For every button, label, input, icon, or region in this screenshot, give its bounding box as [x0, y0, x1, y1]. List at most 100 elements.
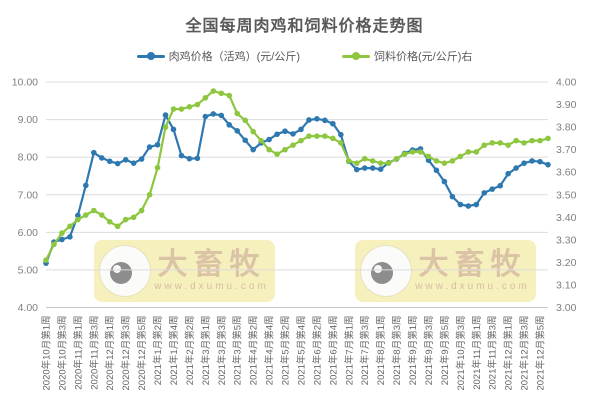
x-axis-tick-label: 2021年7月第1周	[343, 316, 355, 386]
series-point	[306, 133, 312, 139]
series-point	[67, 234, 73, 240]
x-axis-tick-label: 2021年1月第4周	[168, 316, 180, 386]
watermark-left: 大畜牧 www.dxumu.com	[94, 240, 275, 302]
series-point	[274, 151, 280, 157]
x-axis-tick-label: 2021年9月第3周	[423, 316, 435, 386]
series-point	[489, 186, 496, 192]
series-point	[194, 101, 201, 108]
series-point	[226, 122, 233, 128]
series-point	[106, 158, 113, 165]
eye-glint	[374, 265, 382, 273]
series-point	[210, 88, 217, 94]
series-point	[43, 257, 49, 263]
series-point	[529, 158, 535, 164]
x-axis-tick-label: 2021年7月第3周	[359, 316, 371, 386]
series-point	[186, 155, 193, 162]
legend-label-chicken-price: 肉鸡价格（活鸡）(元/公斤)	[168, 51, 300, 63]
series-point	[178, 106, 185, 112]
series-point	[314, 116, 320, 122]
series-point	[425, 153, 432, 160]
series-point	[322, 133, 328, 139]
series-point	[505, 170, 511, 177]
legend-label-feed-price: 饲料价格(元/公斤)右	[374, 51, 473, 63]
series-point	[178, 152, 185, 159]
y-axis-right-tick-label: 3.50	[556, 189, 577, 201]
series-point	[106, 219, 113, 225]
series-point	[202, 94, 209, 101]
x-axis-tick-label: 2021年6月第2周	[311, 316, 323, 386]
series-point	[537, 158, 543, 165]
y-axis-left-tick-label: 4.00	[18, 302, 39, 314]
x-axis-tick-label: 2021年8月第3周	[391, 316, 403, 386]
series-point	[146, 144, 153, 150]
series-point	[130, 214, 137, 221]
x-axis-tick-label: 2021年3月第3周	[216, 316, 228, 386]
y-axis-right-tick-label: 3.40	[556, 212, 577, 224]
eye-glint	[113, 265, 121, 273]
watermark-url-text: www.dxumu.com	[415, 281, 530, 292]
x-axis-tick-label: 2021年3月第5周	[232, 316, 244, 386]
series-point	[194, 155, 201, 162]
series-point	[226, 92, 233, 99]
series-point	[529, 137, 535, 144]
series-point	[282, 128, 288, 135]
y-axis-right-tick-label: 3.10	[556, 279, 577, 291]
series-point	[353, 166, 360, 173]
series-point	[481, 142, 488, 148]
series-point	[521, 160, 527, 166]
series-point	[457, 153, 464, 160]
series-point	[322, 117, 328, 124]
x-axis-tick-label: 2021年2月第2周	[184, 316, 196, 386]
series-point	[218, 90, 225, 97]
series-point	[353, 160, 360, 166]
series-point	[98, 155, 105, 161]
watermark-brand-text: 大畜牧	[418, 248, 527, 281]
series-point	[266, 136, 272, 143]
y-axis-right-tick-label: 4.00	[556, 77, 577, 89]
series-point	[393, 155, 400, 162]
series-point	[138, 156, 145, 162]
x-axis-tick-label: 2021年3月第1周	[200, 316, 212, 386]
series-line-0	[44, 112, 550, 265]
series-point	[513, 137, 519, 144]
legend-item-feed-price[interactable]: 饲料价格(元/公斤)右	[342, 48, 472, 64]
x-axis-tick-label: 2021年5月第4周	[295, 316, 307, 386]
legend-line-marker-blue-icon	[136, 52, 165, 60]
watermark-right: 大畜牧 www.dxumu.com	[355, 240, 536, 302]
series-point	[330, 135, 336, 142]
x-axis-tick-label: 2021年1月第2周	[152, 316, 164, 386]
y-axis-right-tick-label: 3.80	[556, 122, 577, 134]
series-point	[67, 223, 73, 230]
series-point	[130, 160, 137, 166]
series-point	[91, 207, 97, 214]
series-point	[545, 135, 551, 142]
x-axis-tick-label: 2021年12月第5周	[535, 316, 547, 391]
series-point	[218, 112, 225, 119]
series-point	[465, 203, 472, 209]
y-axis-left-tick-label: 9.00	[18, 114, 39, 126]
series-point	[417, 149, 424, 155]
series-point	[170, 106, 177, 112]
y-axis-left-tick-label: 7.00	[18, 189, 39, 201]
x-axis-tick-label: 2021年8月第1周	[375, 316, 387, 386]
legend-item-chicken-price[interactable]: 肉鸡价格（活鸡）(元/公斤)	[136, 48, 300, 64]
series-point	[258, 137, 264, 144]
series-point	[497, 140, 503, 146]
series-point	[345, 158, 352, 164]
series-point	[250, 128, 256, 135]
x-axis-tick-label: 2021年11月第3周	[487, 316, 499, 390]
series-point	[377, 160, 384, 166]
series-point	[83, 212, 89, 218]
x-axis-tick-label: 2020年10月第3周	[56, 316, 68, 391]
series-point	[75, 216, 81, 223]
series-point	[473, 201, 480, 208]
series-point	[449, 158, 456, 164]
x-axis-tick-label: 2020年12月第3周	[120, 316, 132, 391]
series-point	[449, 193, 456, 200]
x-axis-tick-label: 2020年12月第5周	[136, 316, 148, 391]
series-point	[186, 104, 193, 110]
series-point	[154, 141, 161, 148]
x-axis-tick-label: 2021年10月第3周	[455, 316, 467, 391]
